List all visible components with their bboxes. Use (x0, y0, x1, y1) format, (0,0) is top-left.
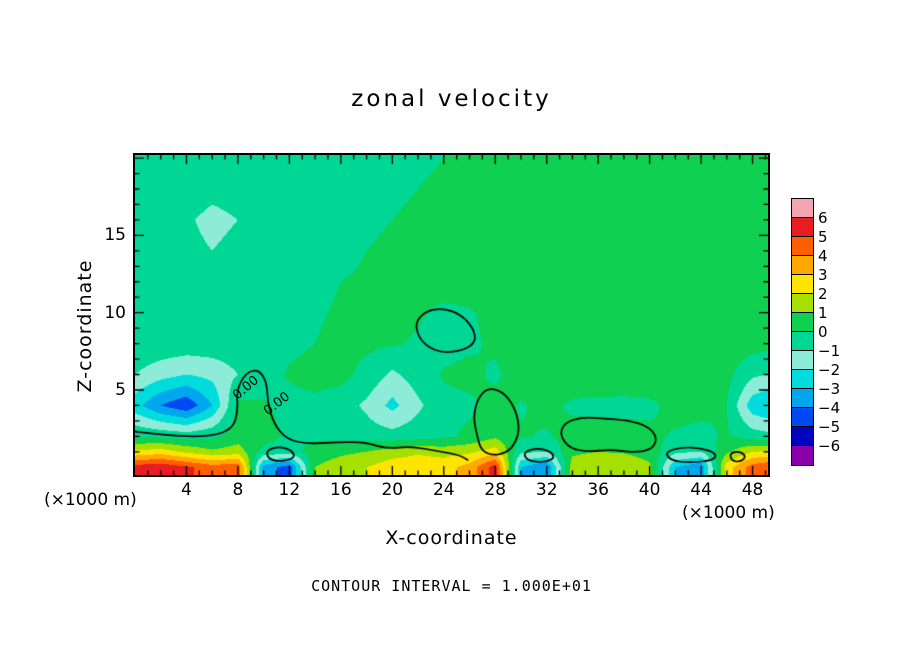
colorbar-band (792, 313, 813, 332)
colorbar-level-label: −4 (818, 399, 841, 417)
plot-area: 0.00 0.00 (133, 153, 770, 477)
x-tick-label: 36 (587, 480, 609, 500)
x-axis-tick-labels: 4 8 12 16 20 24 28 32 36 40 44 48 (135, 480, 768, 502)
contour-interval-note: CONTOUR INTERVAL = 1.000E+01 (311, 577, 592, 595)
x-tick-label: 20 (381, 480, 404, 500)
y-tick-label: 10 (104, 302, 126, 323)
colorbar-level-label: 0 (818, 323, 828, 341)
x-tick-label: 24 (432, 480, 455, 500)
colorbar-band (792, 256, 813, 275)
x-axis-unit-left: (×1000 m) (44, 490, 137, 510)
x-tick-label: 44 (690, 480, 712, 500)
x-tick-label: 4 (181, 480, 192, 500)
chart-title: zonal velocity (351, 86, 552, 112)
x-tick-label: 32 (535, 480, 558, 500)
colorbar-tick-labels: 6 5 4 3 2 1 0 −1 −2 −3 −4 −5 −6 (818, 198, 858, 468)
y-axis-tick-labels: 5 10 15 (88, 155, 126, 475)
x-tick-label: 28 (484, 480, 507, 500)
colorbar-band (792, 408, 813, 427)
colorbar-band (792, 351, 813, 370)
x-tick-label: 48 (741, 480, 764, 500)
colorbar-band (792, 275, 813, 294)
x-tick-label: 40 (638, 480, 661, 500)
colorbar-level-label: −1 (818, 342, 841, 360)
x-tick-label: 8 (232, 480, 244, 500)
colorbar-level-label: −2 (818, 361, 841, 379)
colorbar-band (792, 446, 813, 465)
colorbar (791, 198, 814, 466)
contour-heatmap-canvas (135, 155, 768, 475)
colorbar-level-label: 1 (818, 304, 828, 322)
y-tick-label: 5 (115, 379, 126, 400)
colorbar-level-label: −6 (818, 437, 841, 455)
colorbar-level-label: 2 (818, 285, 828, 303)
colorbar-band (792, 199, 813, 218)
colorbar-band (792, 389, 813, 408)
colorbar-band (792, 237, 813, 256)
colorbar-level-label: 5 (818, 228, 828, 246)
colorbar-level-label: 3 (818, 266, 828, 284)
colorbar-band (792, 294, 813, 313)
colorbar-band (792, 427, 813, 446)
colorbar-level-label: 4 (818, 247, 828, 265)
colorbar-level-label: −3 (818, 380, 841, 398)
x-axis-unit-right: (×1000 m) (682, 503, 775, 523)
colorbar-level-label: −5 (818, 418, 841, 436)
colorbar-band (792, 370, 813, 389)
x-tick-label: 12 (278, 480, 301, 500)
y-tick-label: 15 (104, 225, 126, 246)
colorbar-level-label: 6 (818, 209, 828, 227)
colorbar-band (792, 332, 813, 351)
x-tick-label: 16 (330, 480, 352, 500)
colorbar-band (792, 218, 813, 237)
x-axis-title: X-coordinate (385, 527, 518, 549)
